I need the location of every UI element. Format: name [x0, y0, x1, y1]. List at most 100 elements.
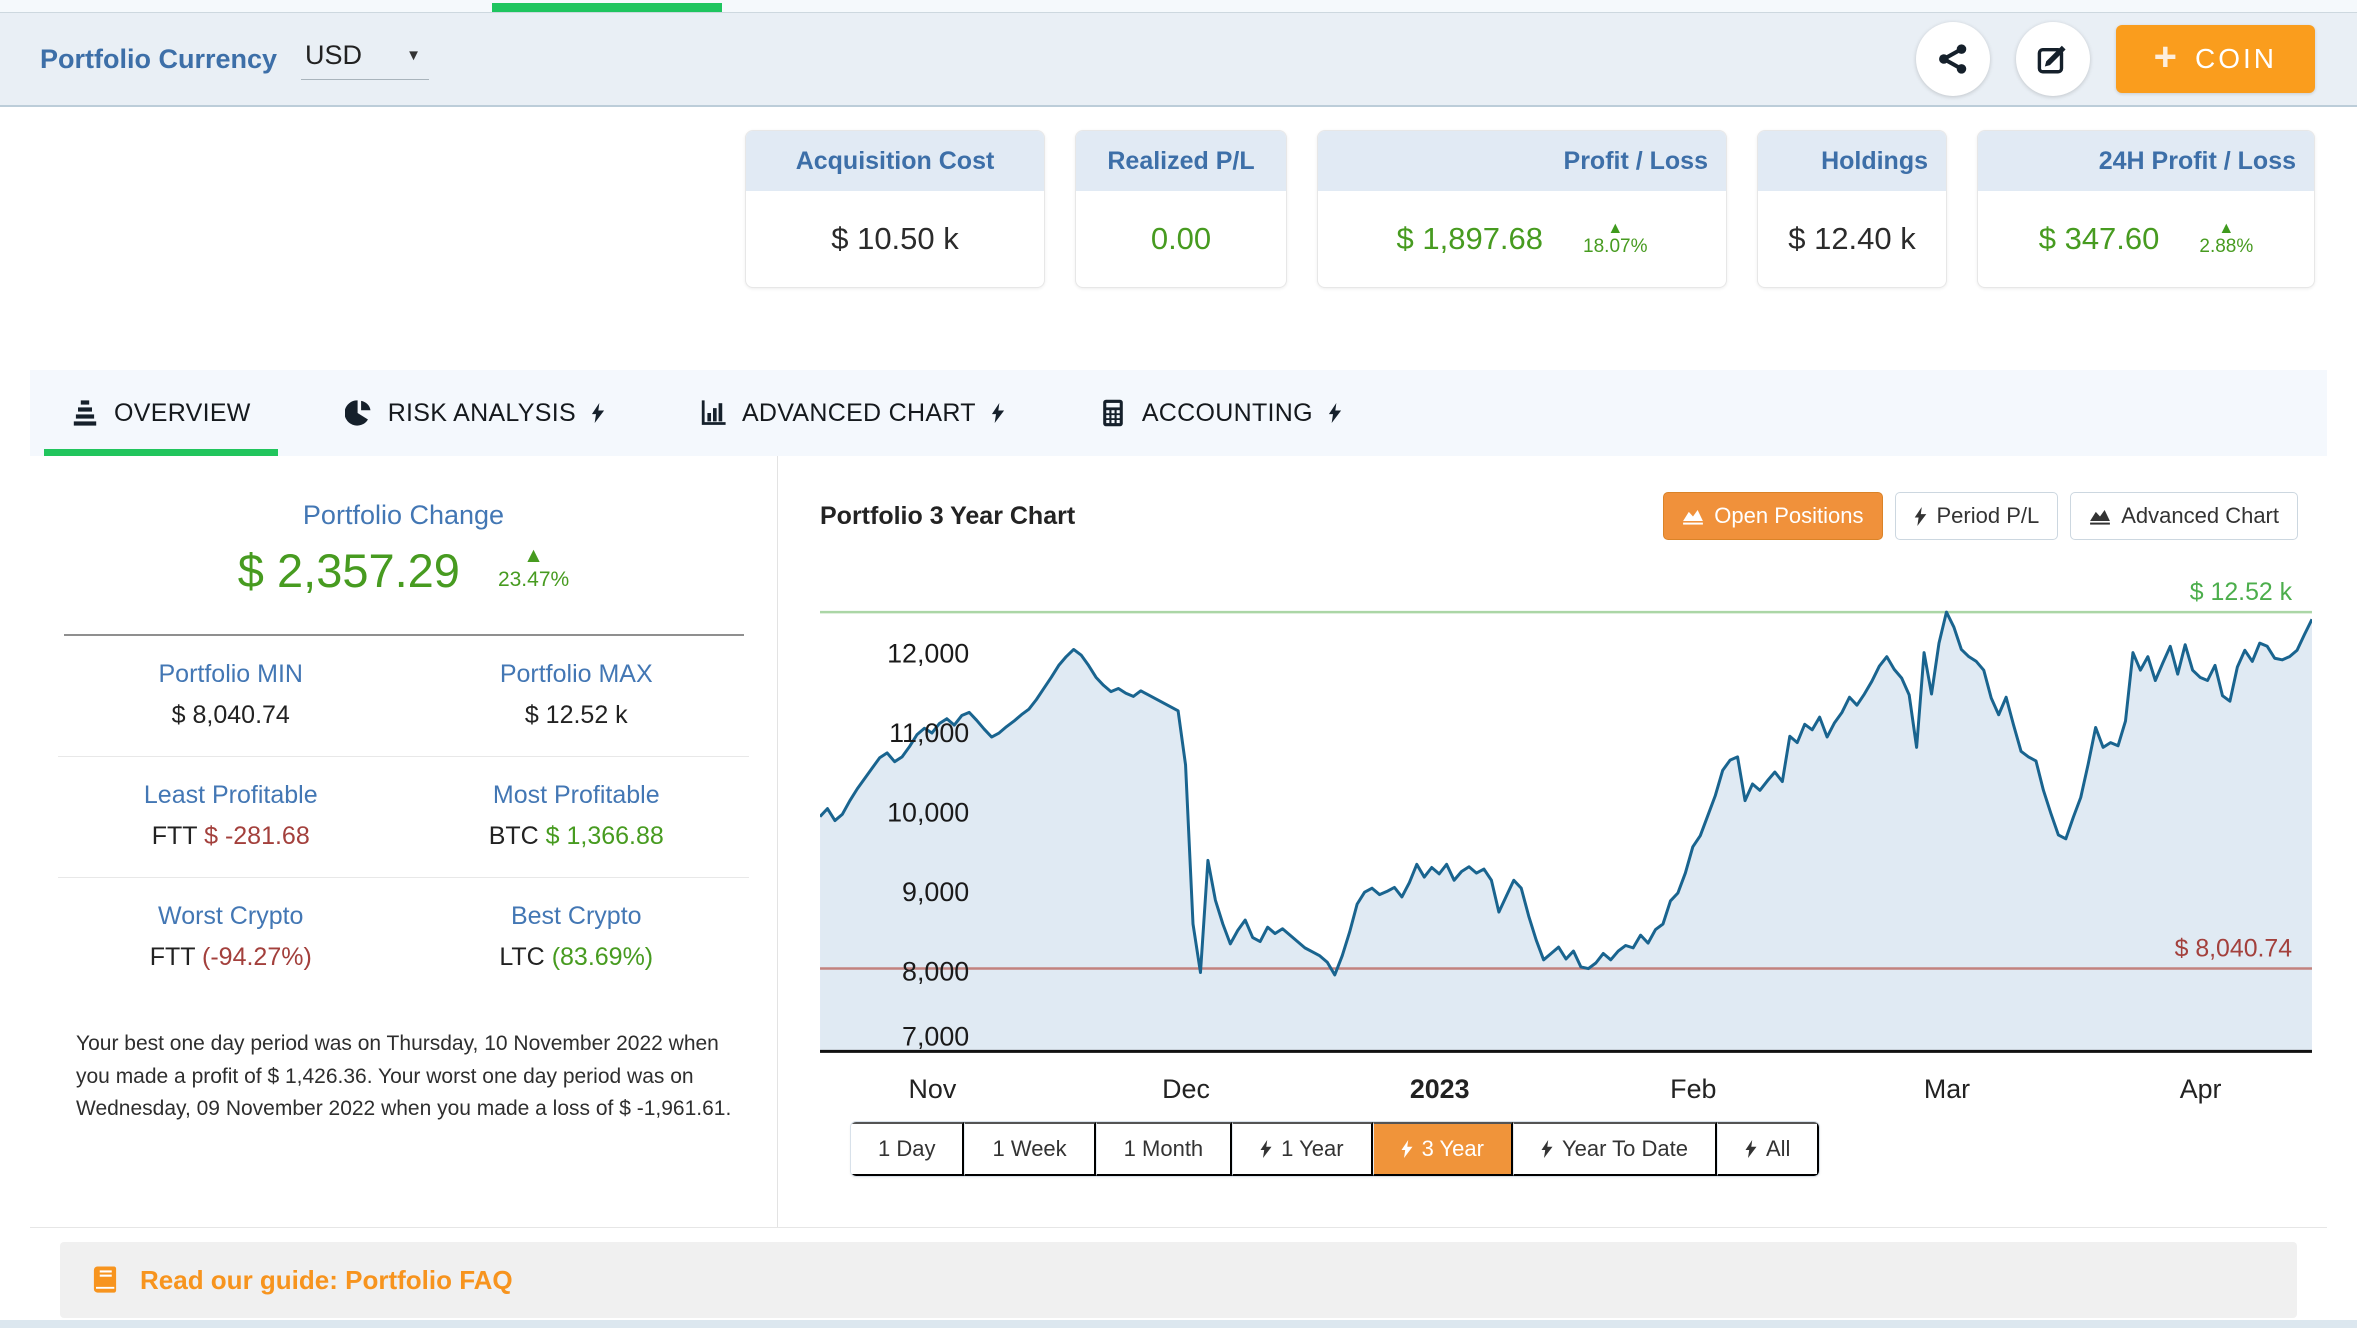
- stat-card-value: 0.00: [1150, 221, 1212, 256]
- faq-link[interactable]: Read our guide: Portfolio FAQ: [140, 1264, 513, 1295]
- bolt-icon: [1745, 1140, 1757, 1158]
- tab-label: ADVANCED CHART: [741, 398, 976, 427]
- svg-text:Mar: Mar: [1924, 1074, 1970, 1104]
- svg-text:Dec: Dec: [1162, 1074, 1210, 1104]
- profitability-row: Least Profitable FTT $ -281.68 Most Prof…: [58, 757, 749, 878]
- bolt-icon: [1401, 1140, 1413, 1158]
- book-icon: [93, 1266, 117, 1293]
- share-icon: [1938, 44, 1966, 74]
- loading-progress-bar: [492, 3, 722, 12]
- up-triangle-icon: ▲: [523, 544, 544, 567]
- coin-amount: $ 1,366.88: [545, 822, 664, 850]
- best-worst-day-summary: Your best one day period was on Thursday…: [76, 1032, 732, 1121]
- tab-label: OVERVIEW: [114, 398, 251, 427]
- portfolio-change-label: Portfolio Change: [302, 500, 505, 530]
- plus-icon: +: [2153, 35, 2177, 79]
- stat-card-percent: ▲ 18.07%: [1583, 219, 1648, 258]
- svg-text:8,000: 8,000: [902, 957, 969, 987]
- period-pl-button[interactable]: Period P/L: [1894, 492, 2059, 540]
- portfolio-change-percent: ▲ 23.47%: [497, 544, 570, 591]
- currency-select[interactable]: USD ▼: [301, 38, 430, 80]
- stat-card-profit-loss: Profit / Loss $ 1,897.68 ▲ 18.07%: [1317, 130, 1727, 288]
- stat-card-acquisition-cost: Acquisition Cost $ 10.50 k: [745, 130, 1045, 288]
- chart-column: Portfolio 3 Year Chart Open Positions Pe…: [777, 456, 2328, 1227]
- svg-text:7,000: 7,000: [902, 1021, 969, 1051]
- main-content: OVERVIEW RISK ANALYSIS ADVANCED CHART: [30, 370, 2327, 1318]
- tab-bar: OVERVIEW RISK ANALYSIS ADVANCED CHART: [30, 370, 2327, 456]
- stat-card-value: $ 1,897.68: [1396, 221, 1544, 256]
- edit-button[interactable]: [2015, 22, 2090, 96]
- top-strip: [0, 0, 2357, 13]
- best-crypto-cell: Best Crypto LTC (83.69%): [499, 902, 654, 971]
- most-profitable-cell: Most Profitable BTC $ 1,366.88: [488, 781, 664, 850]
- advanced-chart-button[interactable]: Advanced Chart: [2070, 492, 2298, 540]
- up-triangle-icon: ▲: [1607, 219, 1624, 237]
- time-range-selector: 1 Day 1 Week 1 Month 1 Year: [850, 1121, 1821, 1177]
- tab-accounting[interactable]: ACCOUNTING: [1072, 370, 1369, 456]
- add-coin-button[interactable]: + COIN: [2115, 25, 2315, 93]
- range-year-to-date[interactable]: Year To Date: [1512, 1122, 1717, 1176]
- coin-amount: $ -281.68: [204, 822, 310, 850]
- coin-percent: (-94.27%): [202, 943, 312, 971]
- svg-text:10,000: 10,000: [887, 798, 969, 828]
- calculator-icon: [1103, 399, 1123, 427]
- svg-text:$ 12.52 k: $ 12.52 k: [2190, 578, 2293, 606]
- portfolio-summary-column: Portfolio Change $ 2,357.29 ▲ 23.47% Por…: [30, 456, 777, 1227]
- portfolio-change-value: $ 2,357.29: [237, 544, 460, 597]
- range-1-day[interactable]: 1 Day: [851, 1122, 965, 1176]
- up-triangle-icon: ▲: [2218, 219, 2235, 237]
- range-1-month[interactable]: 1 Month: [1095, 1122, 1233, 1176]
- area-chart-icon: [1682, 507, 1704, 525]
- overview-panel: Portfolio Change $ 2,357.29 ▲ 23.47% Por…: [30, 456, 2327, 1228]
- add-coin-label: COIN: [2195, 43, 2277, 74]
- best-worst-row: Worst Crypto FTT (-94.27%) Best Crypto L…: [58, 878, 749, 998]
- portfolio-min-cell: Portfolio MIN $ 8,040.74: [158, 660, 303, 729]
- min-max-row: Portfolio MIN $ 8,040.74 Portfolio MAX $…: [58, 636, 749, 757]
- range-1-week[interactable]: 1 Week: [964, 1122, 1096, 1176]
- range-3-year[interactable]: 3 Year: [1372, 1122, 1513, 1176]
- currency-value: USD: [305, 40, 363, 70]
- tab-label: RISK ANALYSIS: [387, 398, 576, 427]
- range-1-year[interactable]: 1 Year: [1232, 1122, 1373, 1176]
- stat-card-title: 24H Profit / Loss: [1978, 131, 2314, 191]
- bolt-icon: [1260, 1140, 1272, 1158]
- portfolio-max-cell: Portfolio MAX $ 12.52 k: [499, 660, 653, 729]
- svg-text:2023: 2023: [1410, 1074, 1470, 1104]
- svg-text:Feb: Feb: [1670, 1074, 1716, 1104]
- edit-icon: [2037, 45, 2066, 74]
- bolt-icon: [991, 403, 1005, 423]
- tab-risk-analysis[interactable]: RISK ANALYSIS: [318, 370, 632, 456]
- coin-symbol: BTC: [488, 822, 539, 850]
- share-button[interactable]: [1915, 22, 1990, 96]
- portfolio-chart[interactable]: 7,000 8,000 9,000 10,000 11,000 12,000 Nov Dec 2…: [820, 554, 2312, 1111]
- bolt-icon: [591, 403, 605, 423]
- stat-card-value: $ 10.50 k: [831, 221, 959, 256]
- stat-card-holdings: Holdings $ 12.40 k: [1757, 130, 1947, 288]
- header-bar: Portfolio Currency USD ▼: [0, 13, 2357, 107]
- portfolio-currency-label: Portfolio Currency: [40, 43, 278, 74]
- stat-card-title: Holdings: [1758, 131, 1946, 191]
- stat-card-title: Profit / Loss: [1318, 131, 1726, 191]
- bolt-icon: [1914, 507, 1927, 526]
- chart-title: Portfolio 3 Year Chart: [820, 501, 1076, 530]
- stat-card-title: Acquisition Cost: [746, 131, 1044, 191]
- bolt-icon: [1328, 403, 1342, 423]
- stat-card-value: $ 12.40 k: [1788, 221, 1916, 256]
- bolt-icon: [1541, 1140, 1553, 1158]
- range-all[interactable]: All: [1716, 1122, 1820, 1176]
- faq-bar: Read our guide: Portfolio FAQ: [60, 1242, 2297, 1318]
- tab-advanced-chart[interactable]: ADVANCED CHART: [672, 370, 1032, 456]
- bottom-strip: [0, 1320, 2357, 1328]
- coin-percent: (83.69%): [551, 943, 654, 971]
- chart-mode-buttons: Open Positions Period P/L Advanced Chart: [1663, 492, 2298, 540]
- open-positions-button[interactable]: Open Positions: [1663, 492, 1883, 540]
- tab-overview[interactable]: OVERVIEW: [44, 370, 278, 456]
- coin-symbol: FTT: [149, 943, 196, 971]
- stat-cards-row: Acquisition Cost $ 10.50 k Realized P/L …: [0, 130, 2357, 288]
- svg-text:Apr: Apr: [2180, 1074, 2222, 1104]
- area-chart-icon: [2089, 507, 2111, 525]
- tab-label: ACCOUNTING: [1141, 398, 1313, 427]
- svg-text:12,000: 12,000: [887, 638, 969, 668]
- overview-icon: [73, 400, 97, 426]
